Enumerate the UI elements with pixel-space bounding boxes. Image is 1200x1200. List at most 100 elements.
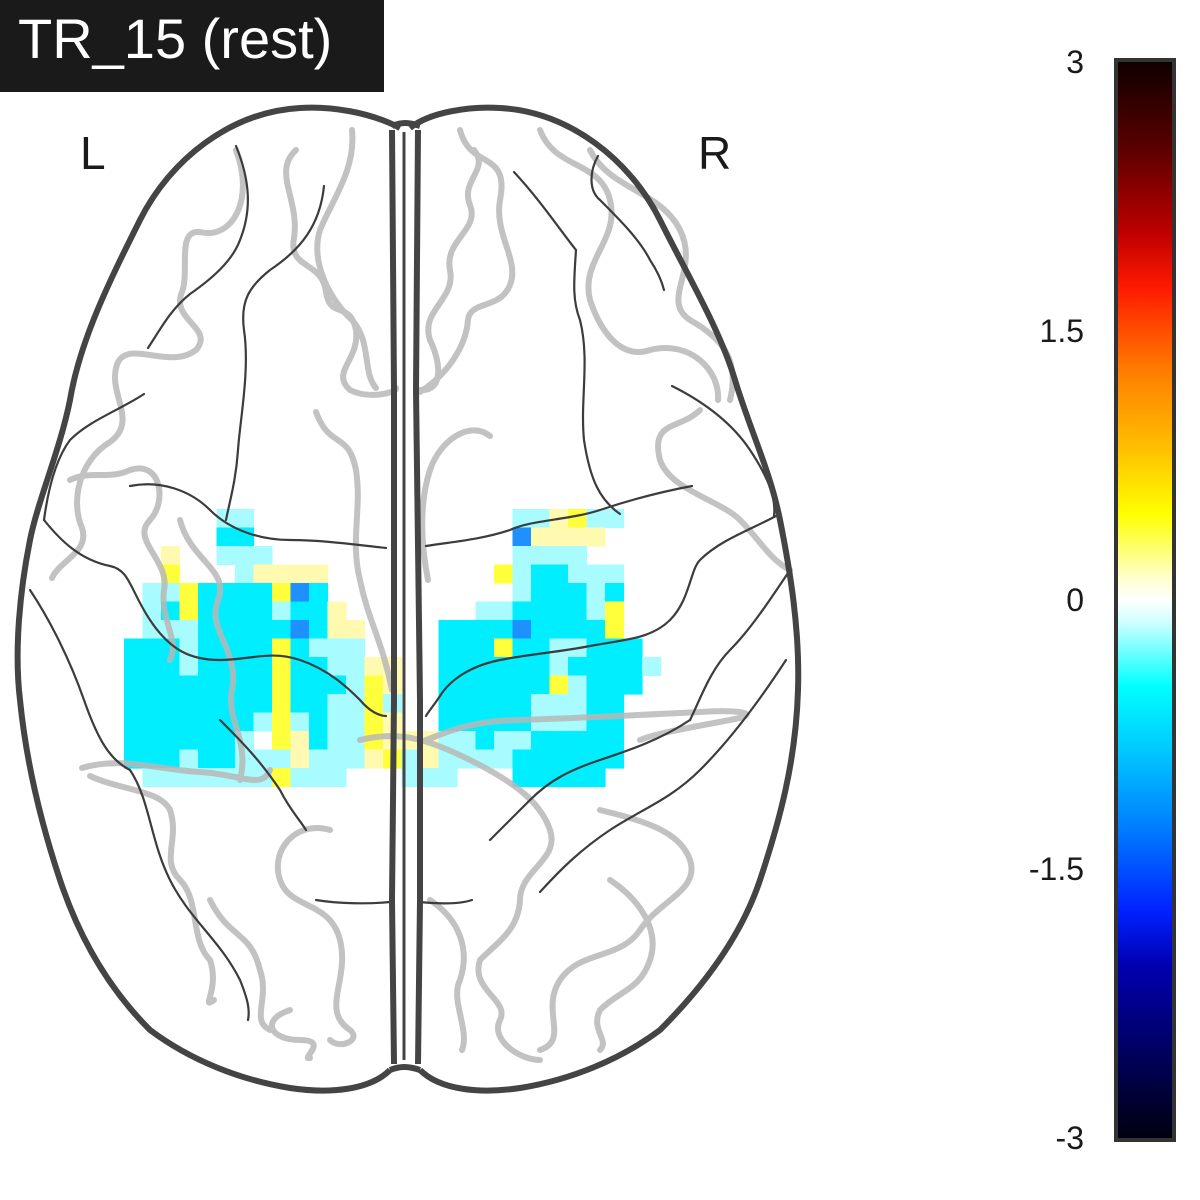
voxel [512, 546, 532, 566]
voxel [568, 731, 588, 751]
voxel [235, 527, 255, 547]
voxel [568, 583, 588, 603]
voxel [216, 749, 236, 769]
voxel [457, 694, 477, 714]
voxel [179, 675, 199, 695]
voxel [568, 768, 588, 788]
voxel [494, 749, 514, 769]
voxel [586, 657, 606, 677]
voxel [457, 638, 477, 658]
voxel [309, 638, 329, 658]
voxel [568, 509, 588, 529]
voxel [531, 675, 551, 695]
voxel [475, 638, 495, 658]
voxel [586, 675, 606, 695]
voxel [401, 768, 421, 788]
voxel [586, 768, 606, 788]
voxel [124, 657, 144, 677]
voxel [327, 620, 347, 640]
voxel [457, 675, 477, 695]
voxel [346, 638, 366, 658]
right-hemisphere-label: R [698, 127, 732, 179]
voxel [216, 731, 236, 751]
voxel [142, 638, 162, 658]
voxel [549, 564, 569, 584]
voxel [494, 694, 514, 714]
voxel [605, 657, 625, 677]
voxel [494, 657, 514, 677]
brain-outline [14, 104, 802, 1094]
voxel [494, 675, 514, 695]
voxel [142, 620, 162, 640]
voxel [253, 601, 273, 621]
voxel [568, 564, 588, 584]
voxel [494, 620, 514, 640]
voxel [512, 675, 532, 695]
voxel [346, 749, 366, 769]
voxel [179, 657, 199, 677]
voxel [309, 731, 329, 751]
voxel [272, 601, 292, 621]
voxel [605, 583, 625, 603]
voxel [309, 712, 329, 732]
voxel [327, 657, 347, 677]
voxel [290, 675, 310, 695]
voxel [142, 694, 162, 714]
voxel [161, 768, 181, 788]
voxel [586, 638, 606, 658]
voxel [531, 657, 551, 677]
voxel [272, 712, 292, 732]
voxel [568, 657, 588, 677]
voxel [438, 712, 458, 732]
voxel [142, 768, 162, 788]
voxel [568, 749, 588, 769]
voxel [198, 638, 218, 658]
voxel [512, 638, 532, 658]
voxel [364, 694, 384, 714]
voxel [179, 749, 199, 769]
voxel [512, 694, 532, 714]
voxel [253, 620, 273, 640]
voxel [142, 657, 162, 677]
voxel [290, 638, 310, 658]
voxel [198, 731, 218, 751]
voxel [531, 527, 551, 547]
voxel [309, 564, 329, 584]
voxel [124, 731, 144, 751]
voxel [179, 620, 199, 640]
colorbar [1114, 58, 1176, 1142]
voxel [494, 638, 514, 658]
voxel [161, 657, 181, 677]
voxel [549, 546, 569, 566]
voxel [605, 675, 625, 695]
voxel [568, 527, 588, 547]
voxel [568, 546, 588, 566]
voxel [309, 657, 329, 677]
voxel [161, 675, 181, 695]
voxel [438, 768, 458, 788]
voxel [290, 601, 310, 621]
voxel [309, 601, 329, 621]
colorbar-tick-label: 0 [1066, 582, 1084, 618]
voxel [272, 564, 292, 584]
voxel [235, 657, 255, 677]
voxel [475, 675, 495, 695]
voxel [549, 675, 569, 695]
voxel [531, 694, 551, 714]
voxel [346, 731, 366, 751]
voxel [198, 675, 218, 695]
voxel [142, 583, 162, 603]
voxel [179, 601, 199, 621]
voxel [438, 657, 458, 677]
voxel [642, 657, 662, 677]
voxel [161, 749, 181, 769]
voxel [290, 564, 310, 584]
voxel [253, 638, 273, 658]
voxel [457, 657, 477, 677]
voxel [568, 601, 588, 621]
voxel [586, 601, 606, 621]
voxel [531, 731, 551, 751]
voxel [586, 620, 606, 640]
voxel [290, 694, 310, 714]
voxel [438, 694, 458, 714]
